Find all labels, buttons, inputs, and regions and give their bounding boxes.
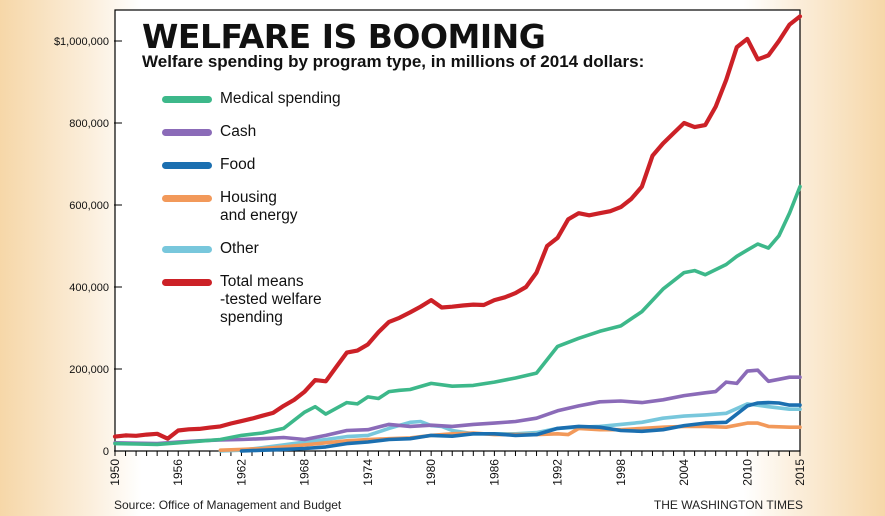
x-tick-label: 1974 (361, 459, 375, 486)
legend-label-total-line1: Total means (220, 273, 304, 290)
series-lines (112, 14, 803, 453)
legend-swatch-housing (162, 195, 212, 202)
plot-area (114, 9, 801, 452)
source-note: Source: Office of Management and Budget (114, 498, 342, 512)
x-tick-label: 2004 (677, 459, 691, 486)
y-tick-label: 600,000 (69, 200, 109, 212)
legend-label-other: Other (220, 240, 259, 257)
legend-label-cash: Cash (220, 123, 257, 140)
legend-swatch-food (162, 162, 212, 169)
x-tick-label: 1968 (298, 459, 312, 486)
axis-ticks: 0 200,000 400,000 600,000 800,000 $1,000,000 1… (54, 36, 807, 486)
y-tick-label: $1,000,000 (54, 36, 109, 48)
y-tick-label: 800,000 (69, 118, 109, 130)
y-tick-label: 400,000 (69, 282, 109, 294)
legend-label-total: Total means -tested welfare spending (220, 273, 322, 327)
x-tick-label: 1992 (551, 459, 565, 486)
legend-label-medical: Medical spending (220, 90, 341, 107)
legend-label-total-line2: -tested welfare (220, 291, 322, 308)
legend-label-food: Food (220, 156, 256, 173)
x-tick-label: 1956 (171, 459, 185, 486)
y-tick-label: 0 (103, 446, 109, 458)
legend-swatch-other (162, 246, 212, 253)
legend-label-total-line3: spending (220, 309, 283, 326)
legend-swatch-total (162, 279, 212, 286)
x-tick-label: 2015 (793, 459, 807, 486)
legend-label-housing-line2: and energy (220, 207, 298, 224)
x-tick-label: 1986 (487, 459, 501, 486)
chart-title: WELFARE IS BOOMING (142, 17, 546, 56)
series-line-cash (113, 368, 802, 446)
x-tick-label: 1980 (424, 459, 438, 486)
legend-swatch-cash (162, 129, 212, 136)
legend-swatch-medical (162, 96, 212, 103)
y-tick-label: 200,000 (69, 364, 109, 376)
series-line-total-means-tested-welfare-spending (112, 14, 803, 441)
legend-label-housing-line1: Housing (220, 189, 277, 206)
series-line-medical-spending (113, 184, 802, 447)
x-tick-label: 1962 (234, 459, 248, 486)
x-tick-label: 2010 (740, 459, 754, 486)
x-tick-label: 1998 (614, 459, 628, 486)
legend-label-housing: Housing and energy (220, 189, 298, 225)
series-line-food (239, 400, 802, 453)
publisher-credit: THE WASHINGTON TIMES (653, 498, 803, 512)
chart-subtitle: Welfare spending by program type, in mil… (142, 52, 645, 71)
x-tick-label: 1950 (108, 459, 122, 486)
